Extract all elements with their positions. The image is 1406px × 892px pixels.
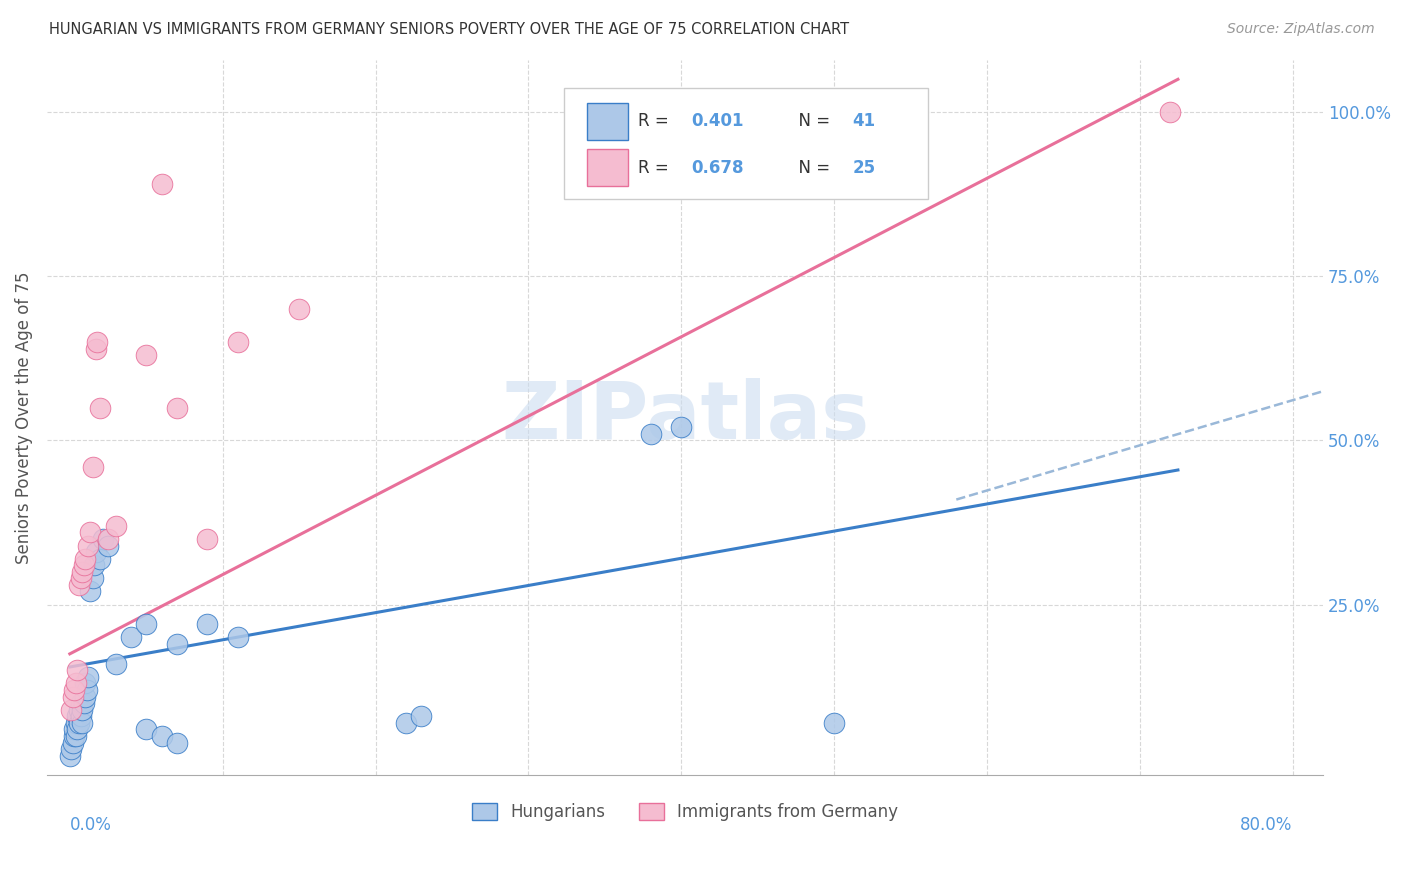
Point: [288, 302, 311, 317]
Point: [63, 723, 86, 737]
Point: [226, 334, 249, 349]
Point: [62, 735, 84, 749]
FancyBboxPatch shape: [586, 149, 627, 186]
Point: [150, 729, 173, 743]
Text: R =: R =: [638, 159, 673, 177]
Point: [1159, 105, 1181, 120]
Point: [77, 670, 100, 684]
Point: [65, 715, 87, 730]
Point: [104, 657, 127, 671]
Point: [82, 459, 104, 474]
Point: [195, 532, 218, 546]
Point: [60, 742, 83, 756]
Point: [195, 617, 218, 632]
Point: [83, 558, 105, 573]
Point: [640, 426, 662, 441]
Point: [93, 532, 115, 546]
Point: [70, 703, 93, 717]
Text: Source: ZipAtlas.com: Source: ZipAtlas.com: [1227, 22, 1375, 37]
Point: [72, 558, 94, 573]
Point: [69, 709, 91, 723]
Point: [120, 631, 142, 645]
Text: 25: 25: [852, 159, 876, 177]
Point: [60, 703, 83, 717]
Text: R =: R =: [638, 112, 673, 130]
Point: [84, 342, 107, 356]
Point: [75, 551, 97, 566]
Point: [70, 715, 93, 730]
Text: ZIPatlas: ZIPatlas: [501, 378, 869, 457]
Text: N =: N =: [789, 112, 835, 130]
FancyBboxPatch shape: [586, 103, 627, 140]
Point: [89, 551, 111, 566]
FancyBboxPatch shape: [564, 88, 928, 199]
Point: [75, 690, 97, 704]
Point: [97, 539, 120, 553]
Point: [395, 715, 418, 730]
Text: 0.0%: 0.0%: [70, 816, 111, 834]
Point: [77, 539, 100, 553]
Point: [72, 696, 94, 710]
Point: [411, 709, 433, 723]
Point: [66, 663, 89, 677]
Point: [166, 401, 188, 415]
Point: [135, 617, 157, 632]
Point: [63, 729, 86, 743]
Text: 80.0%: 80.0%: [1240, 816, 1292, 834]
Point: [69, 696, 91, 710]
Text: N =: N =: [789, 159, 835, 177]
Point: [86, 334, 108, 349]
Point: [226, 631, 249, 645]
Point: [66, 709, 89, 723]
Point: [70, 565, 93, 579]
Point: [75, 676, 97, 690]
Point: [69, 571, 91, 585]
Point: [76, 683, 98, 698]
Point: [79, 525, 101, 540]
Text: 41: 41: [852, 112, 876, 130]
Text: 0.401: 0.401: [692, 112, 744, 130]
Point: [89, 401, 111, 415]
Point: [97, 532, 120, 546]
Point: [84, 545, 107, 559]
Point: [166, 637, 188, 651]
Point: [67, 715, 90, 730]
Legend: Hungarians, Immigrants from Germany: Hungarians, Immigrants from Germany: [465, 797, 904, 828]
Point: [166, 735, 188, 749]
Point: [82, 571, 104, 585]
Point: [823, 715, 845, 730]
Point: [104, 518, 127, 533]
Text: HUNGARIAN VS IMMIGRANTS FROM GERMANY SENIORS POVERTY OVER THE AGE OF 75 CORRELAT: HUNGARIAN VS IMMIGRANTS FROM GERMANY SEN…: [49, 22, 849, 37]
Point: [62, 690, 84, 704]
Point: [79, 584, 101, 599]
Point: [59, 748, 82, 763]
Point: [67, 578, 90, 592]
Point: [65, 676, 87, 690]
Point: [66, 723, 89, 737]
Text: 0.678: 0.678: [692, 159, 744, 177]
Point: [65, 729, 87, 743]
Point: [63, 683, 86, 698]
Point: [669, 420, 692, 434]
Point: [67, 703, 90, 717]
Point: [150, 178, 173, 192]
Y-axis label: Seniors Poverty Over the Age of 75: Seniors Poverty Over the Age of 75: [15, 271, 32, 564]
Point: [135, 723, 157, 737]
Point: [135, 348, 157, 362]
